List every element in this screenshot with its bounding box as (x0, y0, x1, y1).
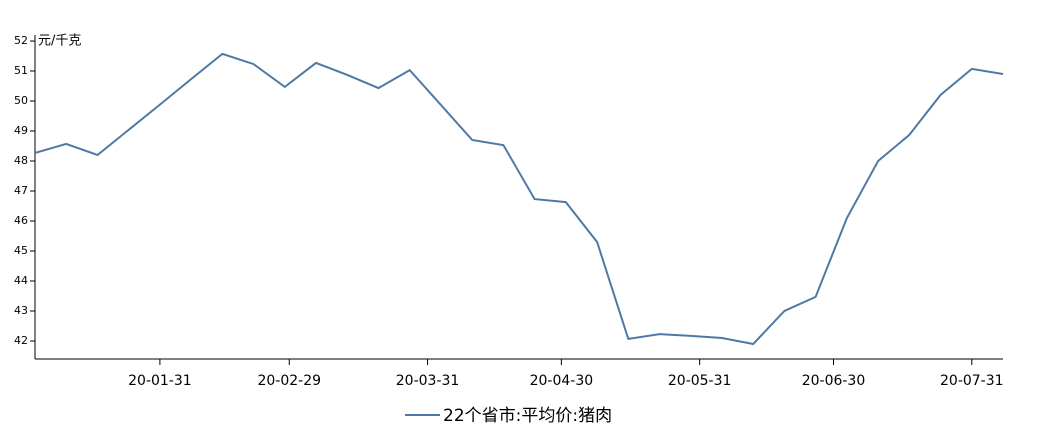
x-tick-label: 20-01-31 (128, 373, 192, 389)
y-tick-label: 43 (14, 304, 28, 317)
x-tick-label: 20-02-29 (257, 373, 321, 389)
y-axis-label: 元/千克 (38, 34, 81, 49)
y-tick-label: 51 (14, 64, 28, 77)
y-tick-label: 48 (14, 154, 28, 167)
y-tick-label: 50 (14, 94, 28, 107)
y-tick-label: 46 (14, 214, 28, 227)
x-tick-label: 20-05-31 (668, 373, 732, 389)
x-tick-label: 20-06-30 (802, 373, 866, 389)
y-tick-label: 44 (14, 274, 28, 287)
x-tick-label: 20-03-31 (396, 373, 460, 389)
y-tick-label: 49 (14, 124, 28, 137)
legend-label: 22个省市:平均价:猪肉 (443, 406, 612, 426)
line-series (34, 52, 1004, 346)
y-tick-label: 52 (14, 34, 28, 47)
y-tick-label: 45 (14, 244, 28, 257)
x-tick-label: 20-04-30 (530, 373, 594, 389)
y-tick-label: 47 (14, 184, 28, 197)
y-tick-label: 42 (14, 334, 28, 347)
x-tick-label: 20-07-31 (940, 373, 1004, 389)
